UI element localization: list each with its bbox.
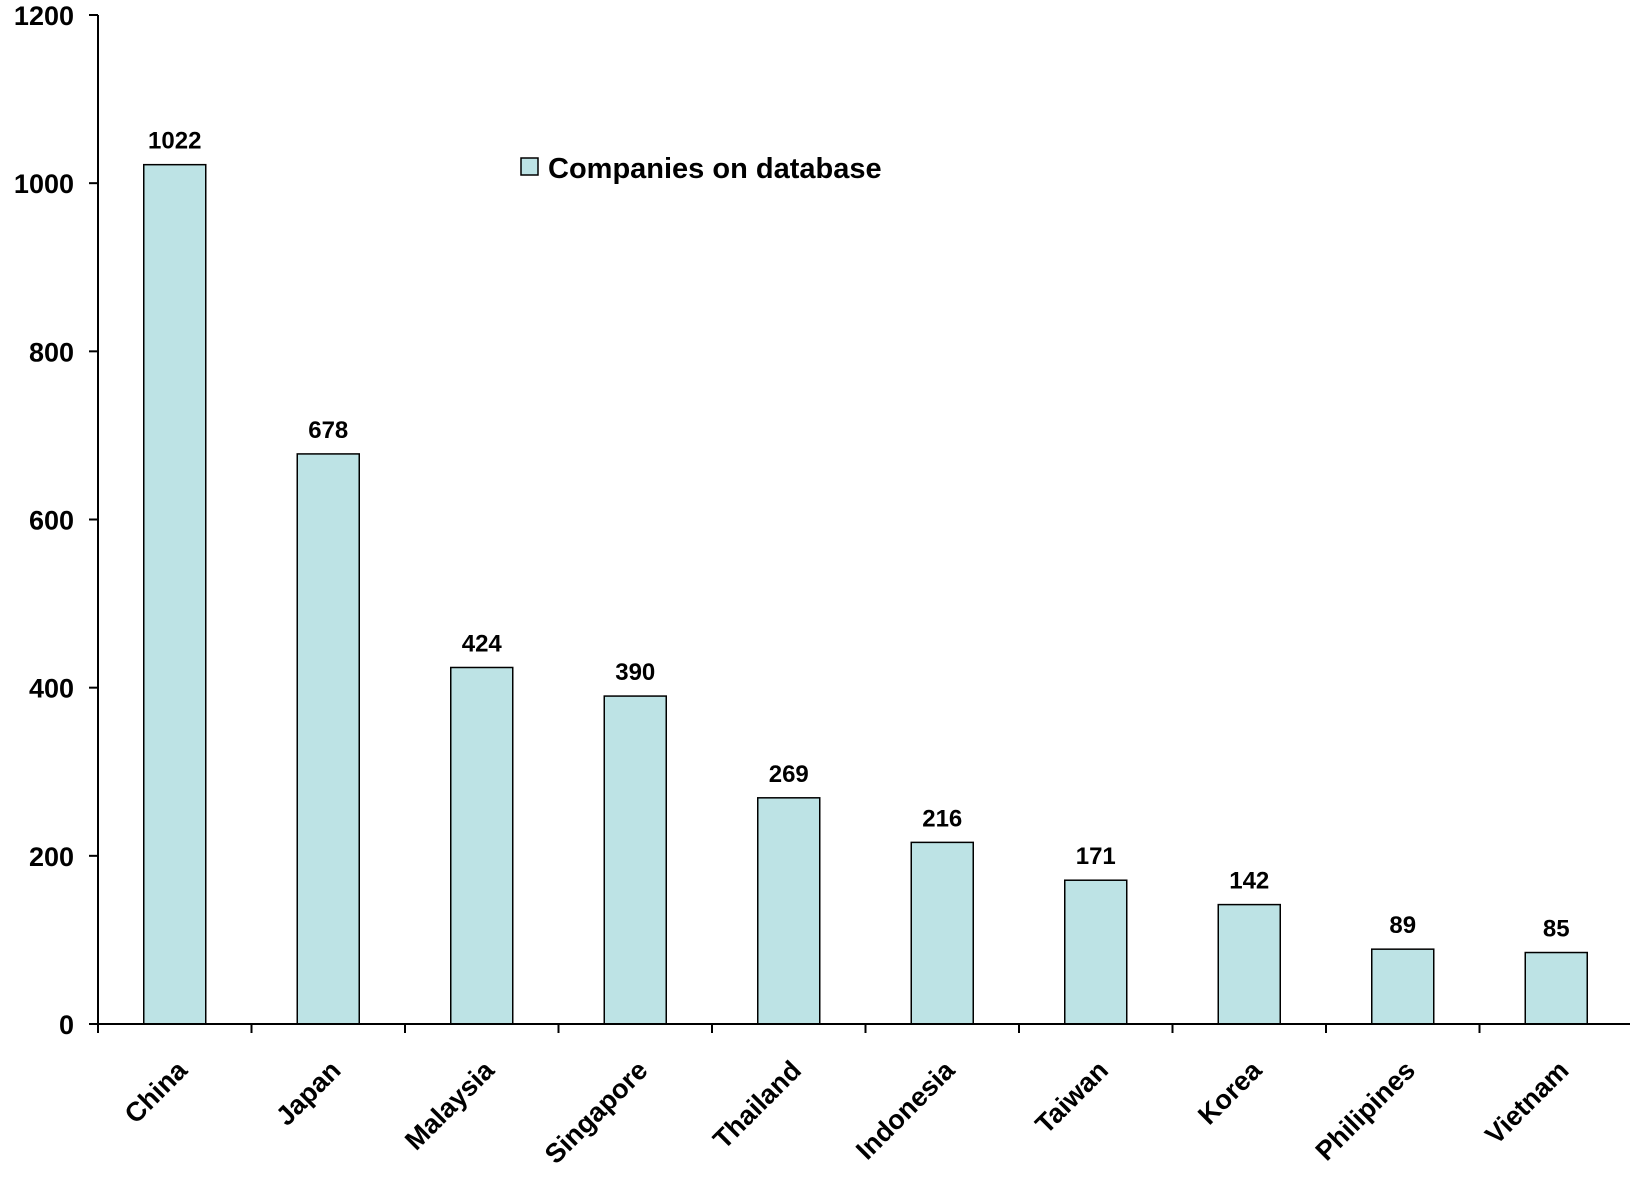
x-tick-label: Singapore — [539, 1055, 654, 1170]
bar-japan — [296, 453, 360, 1025]
data-labels: 1022 678 424 390 269 216 171 142 89 85 — [148, 128, 1570, 943]
x-tick-label: Japan — [270, 1055, 346, 1131]
category-labels: China Japan Malaysia Singapore Thailand Indon… — [119, 1054, 1575, 1169]
data-label-china: 1022 — [148, 128, 201, 155]
data-label-thailand: 269 — [769, 761, 809, 788]
bar-singapore — [603, 695, 667, 1025]
data-label-indonesia: 216 — [922, 805, 962, 832]
data-label-taiwan: 171 — [1076, 843, 1116, 870]
bar-malaysia — [450, 666, 514, 1025]
x-tick-label: Thailand — [707, 1055, 807, 1155]
legend-label: Companies on database — [548, 153, 882, 185]
y-tick-label: 600 — [29, 506, 74, 536]
x-tick-label: Taiwan — [1029, 1055, 1114, 1140]
x-tick-label: Indonesia — [850, 1054, 961, 1165]
y-tick-label: 0 — [59, 1010, 74, 1040]
x-tick-label: Vietnam — [1479, 1055, 1574, 1150]
data-label-japan: 678 — [308, 417, 348, 444]
x-tick-label: Korea — [1192, 1054, 1268, 1130]
x-tick-label: China — [119, 1054, 194, 1129]
y-tick-label: 1000 — [14, 169, 74, 199]
x-tick-label: Malaysia — [399, 1054, 501, 1156]
bar-taiwan — [1064, 879, 1128, 1025]
data-label-malaysia: 424 — [462, 630, 503, 657]
bars — [143, 163, 1588, 1025]
bar-vietnam — [1524, 951, 1588, 1025]
y-axis-ticks: 0 200 400 600 800 1000 1200 — [14, 1, 98, 1040]
bar-china — [143, 163, 207, 1025]
bar-korea — [1217, 903, 1281, 1025]
y-tick-label: 400 — [29, 674, 74, 704]
y-tick-label: 800 — [29, 337, 74, 367]
data-label-philipines: 89 — [1389, 912, 1416, 939]
bar-indonesia — [910, 841, 974, 1025]
bar-philipines — [1371, 948, 1435, 1025]
y-tick-label: 200 — [29, 842, 74, 872]
legend-swatch — [520, 157, 539, 176]
data-label-korea: 142 — [1229, 868, 1269, 895]
data-label-vietnam: 85 — [1543, 916, 1570, 943]
x-axis-ticks — [97, 1024, 1481, 1033]
data-label-singapore: 390 — [615, 659, 655, 686]
y-tick-label: 1200 — [14, 1, 74, 31]
bar-thailand — [757, 797, 821, 1025]
legend: Companies on database — [520, 153, 882, 185]
x-tick-label: Philipines — [1310, 1055, 1421, 1166]
